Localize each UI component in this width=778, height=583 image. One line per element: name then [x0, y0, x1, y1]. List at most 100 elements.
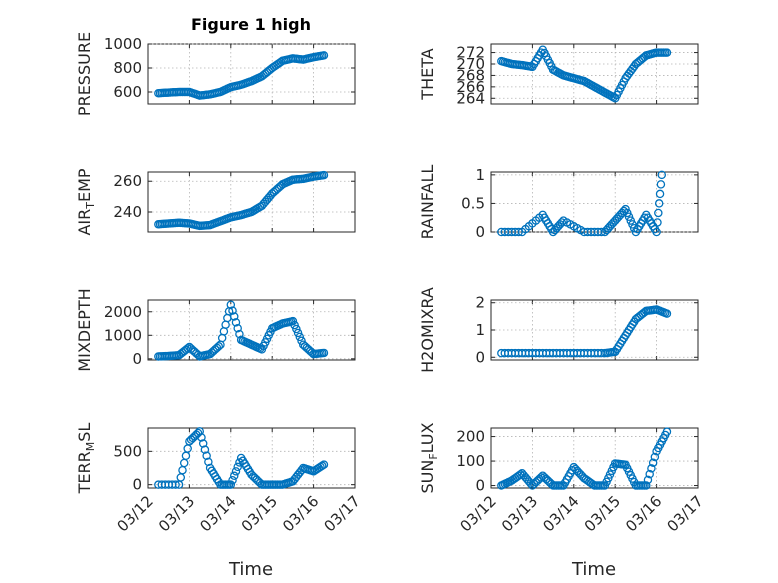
data-point	[654, 199, 664, 208]
data-point	[662, 309, 672, 318]
data-point	[656, 180, 666, 189]
data-point	[231, 318, 241, 327]
data-point	[197, 433, 206, 442]
data-point	[204, 457, 213, 467]
data-point	[643, 475, 653, 485]
data-point	[293, 328, 303, 338]
x-tick-label: 03/16	[622, 492, 665, 535]
y-axis-label: TERRMSL	[75, 423, 97, 495]
data-point	[231, 467, 241, 476]
y-axis-label: SUNFLUX	[418, 422, 440, 493]
subplot-4: 0 0.5 1 RAINFALL	[418, 165, 699, 241]
x-tick-label: 03/15	[581, 492, 624, 535]
y-tick-label: 0	[475, 223, 485, 241]
x-axis-title-left: Time	[228, 559, 273, 580]
data-point	[233, 323, 242, 333]
data-point	[195, 427, 204, 436]
data-point	[183, 344, 192, 353]
data-point	[288, 316, 298, 326]
data-point	[662, 48, 672, 57]
y-tick-label: 600	[113, 83, 142, 101]
y-tick-label: 1	[475, 321, 485, 339]
data-point	[228, 475, 237, 485]
data-point	[200, 445, 210, 454]
data-point	[292, 324, 301, 334]
y-axis-label: AIRTEMP	[75, 168, 97, 235]
data-point	[662, 427, 672, 436]
data-point	[597, 227, 606, 237]
y-tick-label: 268	[456, 66, 485, 84]
y-tick-label: 270	[456, 55, 485, 73]
data-point	[319, 460, 329, 469]
y-tick-label: 1000	[104, 326, 142, 344]
data-point	[319, 170, 329, 180]
subplot-1: 600 800 1000 PRESSURE	[75, 32, 356, 116]
y-tick-label: 0	[132, 476, 142, 494]
data-point	[198, 439, 208, 448]
y-tick-label: 0	[475, 348, 485, 366]
data-point	[645, 469, 654, 479]
x-tick-label: 03/13	[498, 492, 541, 535]
x-tick-label: 03/12	[114, 492, 157, 535]
data-point	[226, 300, 236, 309]
y-axis-label: RAINFALL	[418, 165, 437, 240]
y-tick-label: 0	[132, 350, 142, 368]
data-point	[647, 464, 656, 473]
y-tick-label: 272	[456, 44, 485, 62]
x-tick-label: 03/13	[155, 492, 198, 535]
y-tick-label: 1	[475, 166, 485, 184]
subplot-3: 240 260 AIRTEMP	[75, 168, 356, 236]
data-point	[233, 462, 242, 472]
figure-title: Figure 1 high	[191, 15, 311, 34]
data-point	[317, 461, 327, 471]
y-axis-label: MIXDEPTH	[75, 288, 94, 371]
x-tick-label: 03/17	[321, 492, 364, 535]
x-axis-title-right: Time	[571, 559, 616, 580]
data-point	[229, 471, 239, 481]
subplot-5: 0 1000 2000 MIXDEPTH	[75, 288, 356, 372]
data-point	[526, 479, 535, 488]
data-point	[228, 306, 237, 315]
data-point	[319, 51, 329, 60]
data-point	[557, 218, 566, 227]
data-point	[655, 189, 665, 199]
data-point	[653, 218, 662, 227]
y-axis-label: H2OMIXRA	[418, 287, 437, 373]
x-tick-label: 03/16	[279, 492, 322, 535]
data-point	[650, 452, 660, 462]
y-tick-label: 260	[113, 172, 142, 190]
data-point	[642, 481, 651, 490]
data-point	[235, 329, 244, 339]
x-tick-label: 03/17	[664, 492, 707, 535]
y-axis-label: PRESSURE	[75, 32, 94, 116]
data-point	[171, 480, 180, 489]
y-tick-label: 2000	[104, 303, 142, 321]
data-point	[295, 332, 305, 342]
x-tick-label: 03/12	[457, 492, 500, 535]
data-point	[654, 208, 663, 218]
y-tick-label: 0.5	[461, 194, 485, 212]
data-point	[514, 227, 523, 237]
data-point	[536, 473, 546, 482]
data-point	[290, 320, 299, 330]
y-tick-label: 100	[456, 452, 485, 470]
plot-area	[490, 171, 699, 233]
y-tick-label: 1000	[104, 35, 142, 53]
y-tick-label: 264	[456, 89, 485, 107]
data-point	[229, 312, 239, 321]
data-point	[657, 170, 667, 180]
y-tick-label: 2	[475, 294, 485, 312]
y-tick-label: 0	[475, 477, 485, 495]
data-point	[319, 348, 329, 358]
data-point	[648, 458, 658, 467]
y-tick-label: 266	[456, 78, 485, 96]
data-point	[226, 480, 236, 489]
x-tick-label: 03/14	[196, 492, 239, 535]
x-tick-label: 03/14	[539, 492, 582, 535]
y-tick-label: 800	[113, 59, 142, 77]
x-tick-label: 03/15	[238, 492, 281, 535]
